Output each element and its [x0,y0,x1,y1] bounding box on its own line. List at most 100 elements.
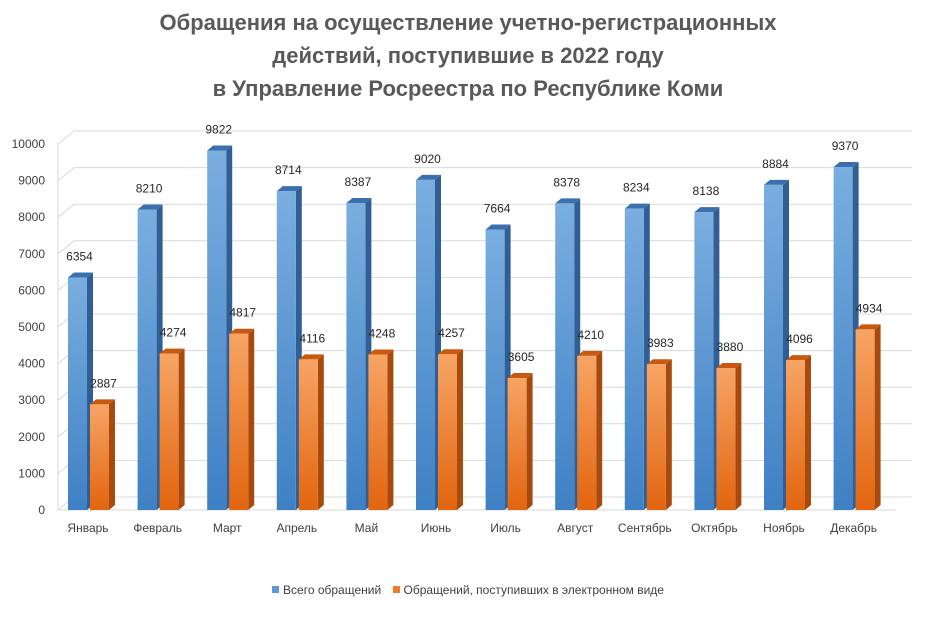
bar-electronic-4-side [387,349,394,510]
bar-total-8-top [624,203,650,209]
bar-total-10 [764,184,783,511]
y-tick-label-0: 0 [38,503,45,517]
bar-electronic-1 [159,353,179,510]
data-label-electronic-11: 4934 [856,301,883,315]
y-tick-label-9000: 9000 [18,174,45,188]
data-label-electronic-7: 4210 [577,328,604,342]
bar-electronic-2-side [248,328,255,510]
bar-total-8 [624,208,644,510]
bar-electronic-9-side [735,362,742,510]
x-tick-label-6: Июль [490,521,521,535]
data-label-electronic-4: 4248 [369,327,396,341]
y-tick-label-6000: 6000 [18,283,45,297]
gridline-depth-9000 [57,167,75,181]
bar-total-11-top [833,162,859,168]
bar-electronic-11-side [874,324,881,510]
legend-label-electronic: Обращений, поступивших в электронном вид… [403,583,664,597]
bar-electronic-3 [298,359,318,510]
bar-total-2-top [207,145,233,151]
bar-total-9-top [694,207,720,213]
bar-electronic-6-side [526,373,533,510]
bar-electronic-11 [855,329,875,510]
x-tick-label-10: Ноябрь [763,521,805,535]
bar-electronic-11-top [855,324,881,330]
bar-electronic-2 [229,333,249,510]
bar-electronic-2-top [229,328,255,334]
bar-total-11 [833,167,853,511]
bar-electronic-5-top [438,349,463,355]
legend-item-total: Всего обращений [272,583,381,597]
x-tick-label-5: Июнь [421,521,452,535]
legend-swatch-total [272,586,280,594]
bar-electronic-7-side [596,350,603,510]
bar-electronic-4 [368,354,388,510]
data-label-total-8: 8234 [623,181,650,195]
data-label-electronic-1: 4274 [160,326,187,340]
bar-electronic-7-top [577,350,603,356]
bar-electronic-8-top [646,359,672,365]
y-tick-label-4000: 4000 [18,357,45,371]
bar-total-0 [68,277,87,510]
data-label-total-1: 8210 [136,182,163,196]
data-label-total-11: 9370 [832,139,859,153]
data-label-total-7: 8378 [553,175,580,189]
bar-electronic-6-top [507,373,533,379]
y-tick-label-2000: 2000 [18,430,45,444]
bar-total-4 [346,203,366,510]
data-label-total-2: 9822 [205,123,232,137]
legend-item-electronic: Обращений, поступивших в электронном вид… [392,583,664,597]
data-label-electronic-2: 4817 [229,306,256,320]
y-tick-label-8000: 8000 [18,210,45,224]
y-tick-label-5000: 5000 [18,320,45,334]
data-label-electronic-8: 3983 [647,336,674,350]
bar-electronic-1-side [178,348,185,510]
y-tick-label-7000: 7000 [18,247,45,261]
bar-electronic-0-side [109,399,115,510]
bar-electronic-3-top [298,354,324,360]
chart-title-line-1: Обращения на осуществление учетно-регист… [159,10,777,35]
x-tick-label-9: Октябрь [691,521,738,535]
bar-total-3-top [276,186,302,192]
data-label-total-9: 8138 [693,184,720,198]
bar-electronic-8 [646,364,666,510]
data-label-electronic-3: 4116 [299,331,325,345]
bar-electronic-5-side [457,349,463,510]
data-label-electronic-10: 4096 [786,332,813,346]
legend-swatch-electronic [392,586,400,594]
y-tick-label-3000: 3000 [18,393,45,407]
y-tick-label-1000: 1000 [18,466,45,480]
data-label-electronic-5: 4257 [438,326,465,340]
bar-total-7-top [555,198,581,204]
bar-electronic-9-top [716,362,742,368]
bar-electronic-3-side [317,354,324,510]
data-label-total-3: 8714 [275,163,302,177]
bar-total-2 [207,150,227,510]
x-tick-label-2: Март [213,521,242,535]
bar-total-9 [694,212,714,510]
x-tick-label-4: Май [355,521,379,535]
bar-electronic-0-top [90,399,115,405]
bar-total-6-top [485,224,511,230]
x-tick-label-7: Август [557,521,594,535]
bar-electronic-0 [90,404,109,510]
x-tick-label-3: Апрель [276,521,317,535]
data-label-total-0: 6354 [66,249,93,263]
gridline-depth-8000 [57,203,75,218]
bar-electronic-6 [507,378,527,510]
bar-total-4-top [346,198,372,204]
x-tick-label-0: Январь [67,521,108,535]
bar-total-5-top [416,174,441,180]
bar-total-3 [276,191,296,510]
data-label-total-10: 8884 [762,157,789,171]
x-tick-label-1: Февраль [133,521,182,535]
chart-title: Обращения на осуществление учетно-регист… [0,6,936,105]
data-label-total-6: 7664 [484,201,511,215]
bar-total-6 [485,229,505,510]
bar-electronic-10-side [805,355,811,510]
bar-electronic-10-top [786,355,811,361]
bar-total-7 [555,203,575,510]
bar-electronic-10 [786,360,805,510]
bar-electronic-8-side [665,359,672,510]
bar-electronic-5 [438,354,457,510]
